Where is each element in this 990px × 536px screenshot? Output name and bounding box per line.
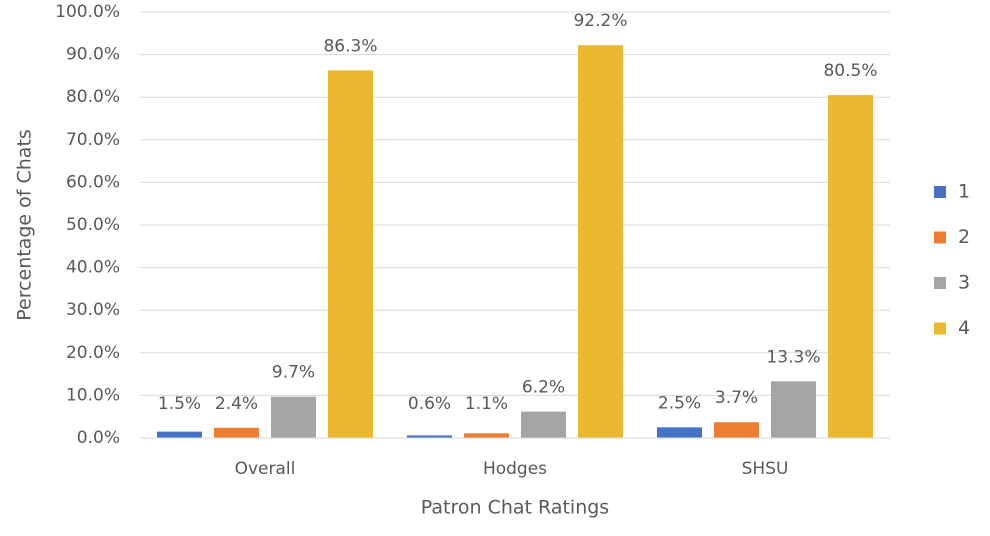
bar (771, 381, 816, 438)
data-label: 6.2% (522, 378, 565, 398)
data-label: 13.3% (766, 347, 820, 367)
y-tick-label: 30.0% (66, 300, 120, 320)
legend-swatch (934, 277, 946, 289)
legend-swatch (934, 186, 946, 198)
bar (271, 396, 316, 438)
x-tick-label: SHSU (742, 459, 789, 479)
data-label: 1.5% (158, 394, 201, 414)
legend-label: 2 (958, 226, 970, 248)
bar (714, 422, 759, 438)
bar (214, 427, 259, 438)
data-label: 2.5% (658, 393, 701, 413)
y-tick-label: 60.0% (66, 172, 120, 192)
legend-label: 4 (958, 317, 970, 339)
bar (828, 95, 873, 438)
y-tick-label: 100.0% (55, 2, 120, 22)
legend-swatch (934, 322, 946, 335)
x-tick-label: Hodges (483, 459, 547, 479)
legend-label: 3 (958, 272, 970, 294)
y-tick-label: 20.0% (66, 343, 120, 363)
y-tick-label: 70.0% (66, 130, 120, 150)
y-tick-label: 40.0% (66, 258, 120, 278)
data-label: 92.2% (573, 11, 627, 31)
bar (328, 70, 373, 438)
data-label: 9.7% (272, 363, 315, 383)
bar (578, 45, 623, 439)
data-label: 1.1% (465, 394, 508, 414)
y-tick-label: 90.0% (66, 45, 120, 65)
data-label: 86.3% (323, 36, 377, 56)
y-axis-label: Percentage of Chats (14, 129, 36, 321)
bar (157, 431, 202, 438)
legend-label: 1 (958, 181, 970, 203)
y-tick-label: 80.0% (66, 87, 120, 107)
bar (521, 411, 566, 438)
y-tick-label: 10.0% (66, 385, 120, 405)
data-label: 0.6% (408, 394, 451, 414)
x-tick-label: Overall (235, 459, 296, 479)
legend-swatch (934, 231, 946, 244)
bar (464, 433, 509, 438)
data-label: 3.7% (715, 388, 758, 408)
x-axis-label: Patron Chat Ratings (421, 497, 609, 519)
data-label: 80.5% (823, 61, 877, 81)
y-tick-label: 50.0% (66, 215, 120, 235)
bar (407, 435, 452, 438)
y-tick-label: 0.0% (77, 428, 120, 448)
bar (657, 427, 702, 438)
data-label: 2.4% (215, 394, 258, 414)
